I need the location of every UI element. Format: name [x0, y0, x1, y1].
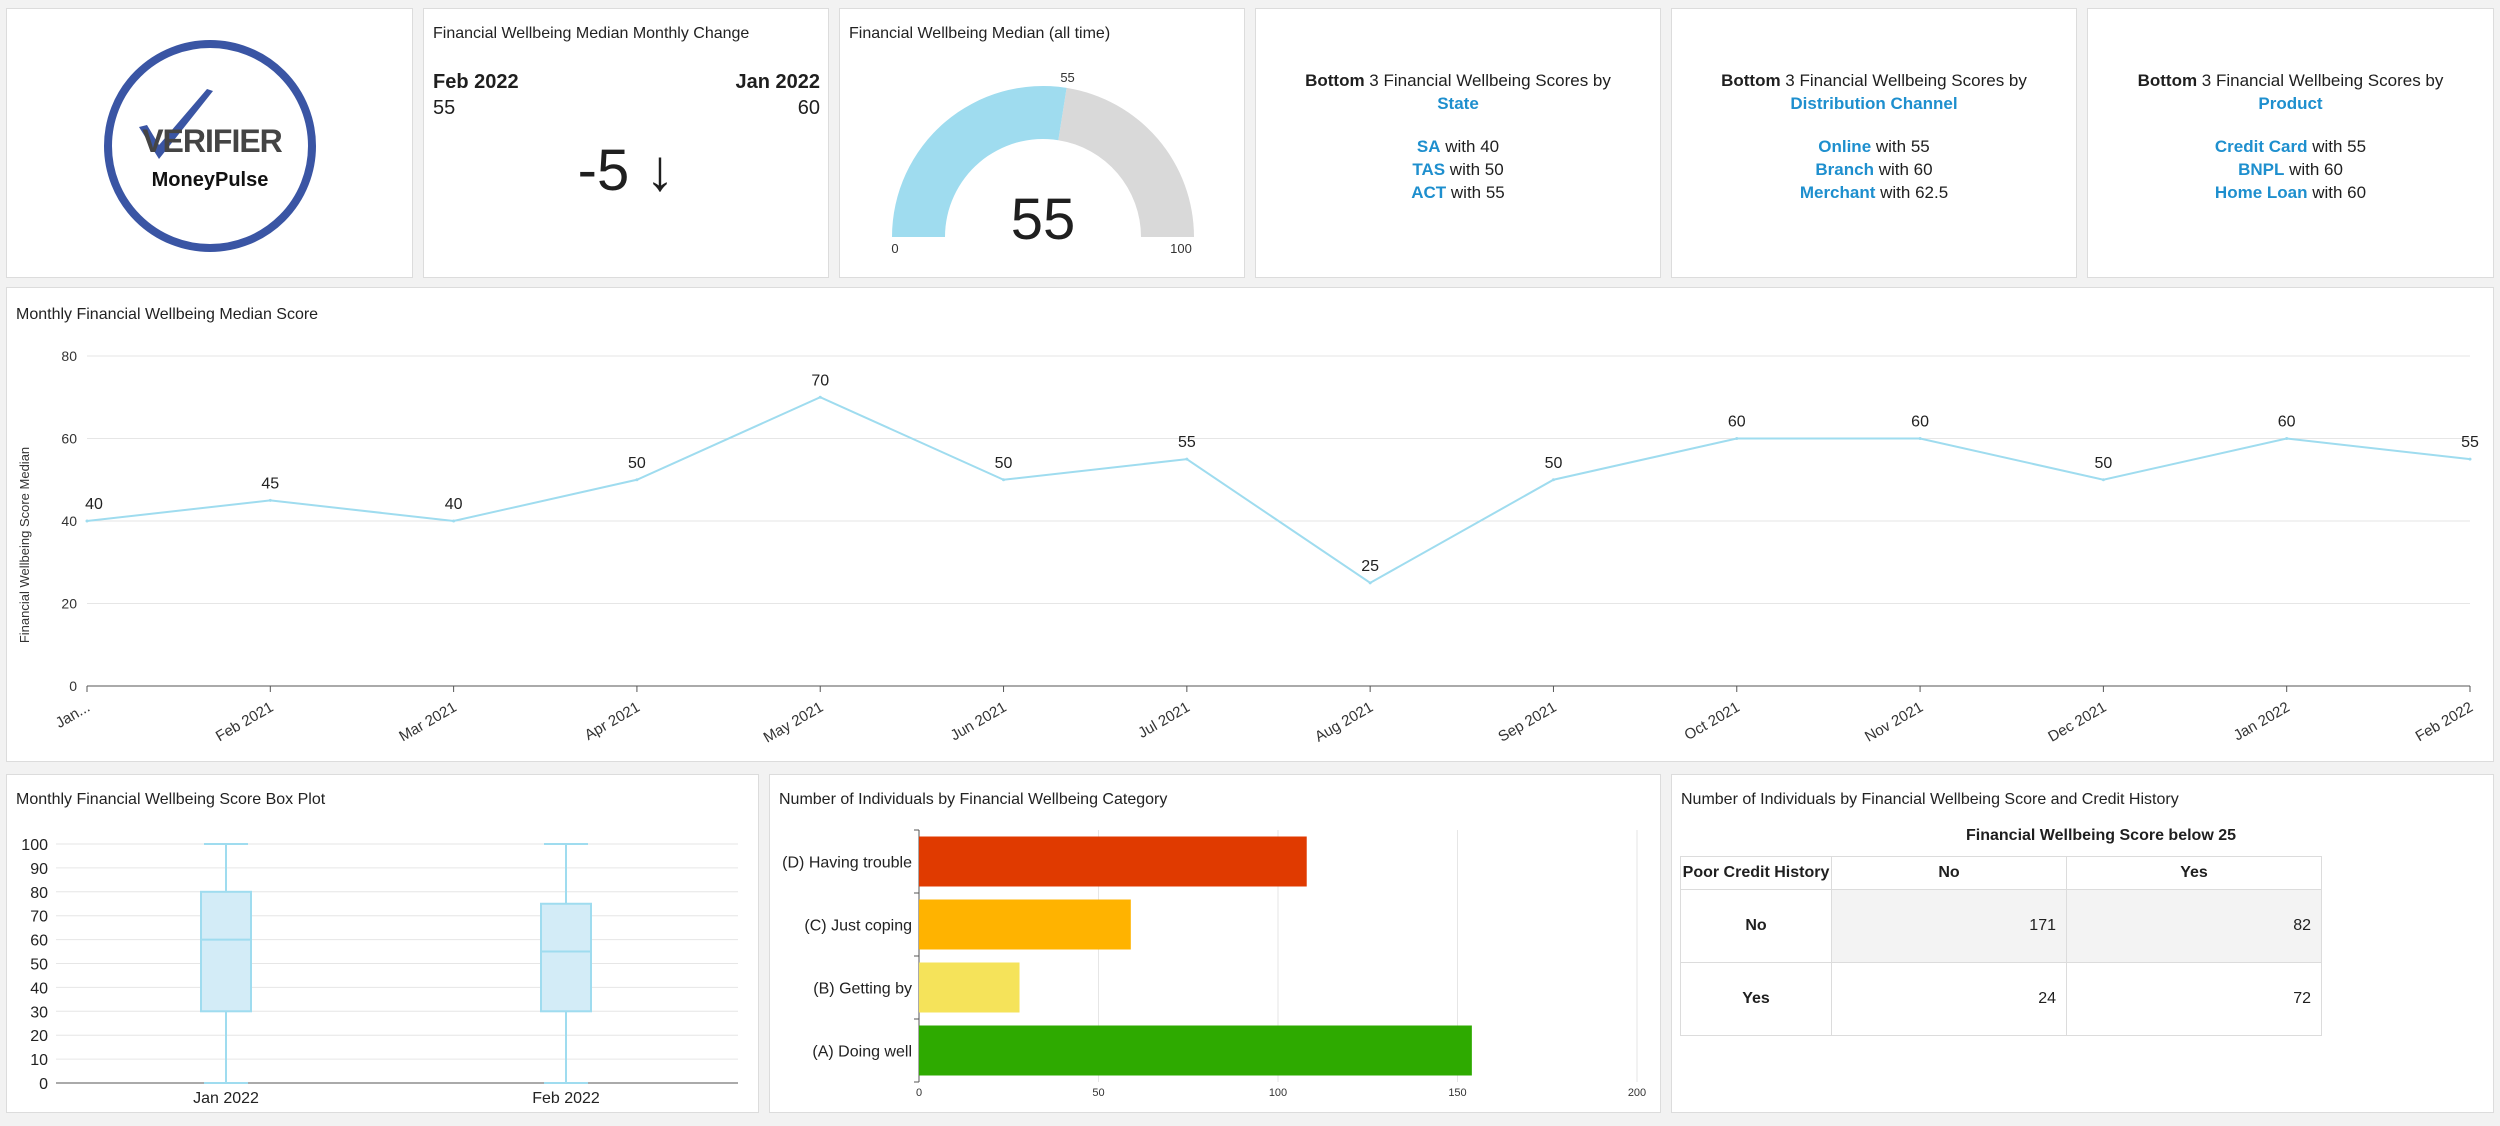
bottom-item: Branch with 60 [1672, 158, 2076, 181]
bottom-heading-rest: 3 Financial Wellbeing Scores by [2197, 71, 2444, 90]
row-label: No [1680, 889, 1832, 963]
table-cell: 72 [2066, 962, 2322, 1036]
gauge-value-arc [892, 85, 1067, 237]
kpi-current-label: Feb 2022 [433, 71, 519, 93]
gauge-remaining-arc [1058, 87, 1194, 237]
logo-brand-bottom: MoneyPulse [152, 169, 269, 191]
kpi-current-value: 55 [433, 97, 456, 119]
bar-chart-panel: Number of Individuals by Financial Wellb… [769, 774, 1661, 1113]
row-header: Poor Credit History [1680, 856, 1832, 890]
bottom-item-name[interactable]: Merchant [1799, 183, 1876, 202]
panel-title: Monthly Financial Wellbeing Score Box Pl… [16, 791, 326, 808]
gauge-panel: Financial Wellbeing Median (all time) 55… [839, 8, 1245, 278]
panel-title: Number of Individuals by Financial Wellb… [779, 791, 1168, 808]
bottom-heading-rest: 3 Financial Wellbeing Scores by [1780, 71, 2027, 90]
bottom-item-score: with 60 [2284, 160, 2343, 179]
bottom-prefix: Bottom [1305, 71, 1365, 90]
bottom-item: TAS with 50 [1256, 158, 1660, 181]
panel-title: Monthly Financial Wellbeing Median Score [16, 306, 319, 323]
table-cell: 24 [1831, 962, 2067, 1036]
panel-title: Number of Individuals by Financial Wellb… [1681, 791, 2179, 808]
crosstab-panel: Number of Individuals by Financial Wellb… [1671, 774, 2494, 1113]
logo-ring [104, 40, 316, 252]
gauge-marker-label: 55 [1060, 70, 1074, 85]
table-cell: 82 [2066, 889, 2322, 963]
bottom-dimension: Distribution Channel [1790, 94, 1958, 113]
bottom-heading-rest: 3 Financial Wellbeing Scores by [1364, 71, 1611, 90]
row-label: Yes [1680, 962, 1832, 1036]
line-chart-panel: Monthly Financial Wellbeing Median Score [6, 287, 2494, 762]
panel-title: Financial Wellbeing Median (all time) [849, 25, 1111, 42]
bottom-item-name[interactable]: BNPL [2238, 160, 2285, 179]
bottom-item: BNPL with 60 [2088, 158, 2493, 181]
bottom-item-name[interactable]: ACT [1411, 183, 1447, 202]
bottom-dimension: State [1437, 94, 1479, 113]
bottom-item-name[interactable]: Online [1818, 137, 1872, 156]
kpi-delta: -5 ↓ [577, 138, 675, 203]
panel-title: Financial Wellbeing Median Monthly Chang… [433, 25, 750, 42]
bottom-item-name[interactable]: Credit Card [2214, 137, 2308, 156]
gauge-min-label: 0 [891, 241, 898, 256]
bottom-prefix: Bottom [1721, 71, 1781, 90]
bottom-item-score: with 60 [1873, 160, 1933, 179]
table-cell: 171 [1831, 889, 2067, 963]
bottom-dimension: Product [2258, 94, 2323, 113]
verifier-logo: VERIFIER MoneyPulse [104, 40, 316, 252]
bottom-channel-panel: Bottom 3 Financial Wellbeing Scores by D… [1671, 8, 2077, 278]
bottom-product-panel: Bottom 3 Financial Wellbeing Scores by P… [2087, 8, 2494, 278]
bottom-item-name[interactable]: SA [1416, 137, 1441, 156]
bottom-item: Merchant with 62.5 [1672, 181, 2076, 204]
bottom-item: Online with 55 [1672, 135, 2076, 158]
bottom-state-panel: Bottom 3 Financial Wellbeing Scores by S… [1255, 8, 1661, 278]
bottom-item-name[interactable]: TAS [1412, 160, 1446, 179]
kpi-previous-value: 60 [797, 97, 820, 119]
bottom-item: Credit Card with 55 [2088, 135, 2493, 158]
bottom-item-score: with 55 [2307, 137, 2367, 156]
bottom-item: ACT with 55 [1256, 181, 1660, 204]
bottom-item-score: with 55 [1446, 183, 1505, 202]
column-label: Yes [2066, 856, 2322, 890]
kpi-previous-label: Jan 2022 [735, 71, 820, 93]
bottom-item-score: with 62.5 [1875, 183, 1949, 202]
logo-brand-top: VERIFIER [142, 123, 282, 159]
kpi-change-panel: Financial Wellbeing Median Monthly Chang… [423, 8, 829, 278]
bottom-item-score: with 50 [1445, 160, 1504, 179]
bottom-item: Home Loan with 60 [2088, 181, 2493, 204]
checkmark-icon [139, 89, 213, 159]
bottom-item-score: with 40 [1440, 137, 1500, 156]
box-plot-panel: Monthly Financial Wellbeing Score Box Pl… [6, 774, 759, 1113]
crosstab-column-header: Financial Wellbeing Score below 25 [1966, 827, 2236, 844]
bottom-item: SA with 40 [1256, 135, 1660, 158]
bottom-prefix: Bottom [2137, 71, 2198, 90]
bottom-item-score: with 60 [2307, 183, 2367, 202]
gauge-value: 55 [1011, 187, 1076, 252]
bottom-item-score: with 55 [1871, 137, 1930, 156]
gauge-chart: 55 0 100 55 [891, 70, 1194, 256]
column-label: No [1831, 856, 2067, 890]
bottom-item-name[interactable]: Branch [1815, 160, 1874, 179]
bottom-item-name[interactable]: Home Loan [2214, 183, 2308, 202]
logo-panel: VERIFIER MoneyPulse [6, 8, 413, 278]
gauge-max-label: 100 [1170, 241, 1192, 256]
crosstab-table: Poor Credit History No Yes No 171 82 Yes… [1680, 856, 2322, 1036]
